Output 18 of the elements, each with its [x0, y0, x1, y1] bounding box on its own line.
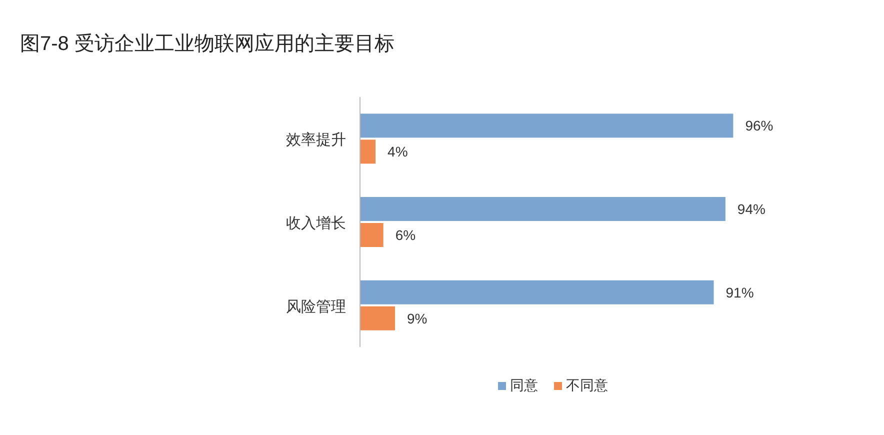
bar — [360, 223, 384, 247]
bar — [360, 197, 726, 221]
bar — [360, 140, 376, 164]
y-tick-label: 收入增长 — [286, 215, 346, 232]
chart-title: 图7-8 受访企业工业物联网应用的主要目标 — [20, 32, 394, 55]
data-label: 94% — [737, 201, 766, 217]
data-label: 9% — [406, 310, 428, 326]
legend-label: 不同意 — [566, 377, 608, 393]
data-label: 4% — [388, 144, 408, 160]
bar — [360, 114, 734, 138]
legend-label: 同意 — [510, 377, 538, 393]
data-label: 91% — [726, 284, 754, 300]
bar — [360, 280, 714, 304]
data-label: 96% — [745, 118, 774, 134]
bar — [360, 306, 395, 330]
y-tick-label: 效率提升 — [286, 132, 346, 149]
data-label: 6% — [395, 227, 416, 243]
y-tick-label: 风险管理 — [286, 298, 346, 316]
